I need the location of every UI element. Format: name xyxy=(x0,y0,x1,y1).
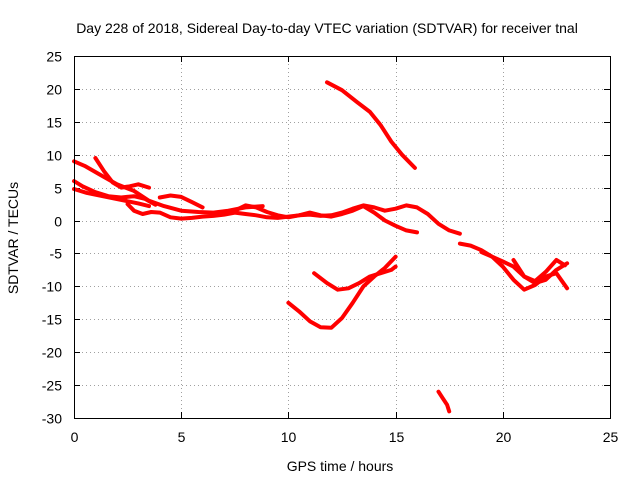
y-tick-label: -10 xyxy=(42,279,62,295)
series-track-4 xyxy=(93,156,151,190)
series-track-11 xyxy=(436,389,452,414)
data-series xyxy=(72,80,570,414)
x-tick-label: 5 xyxy=(178,429,186,445)
y-tick-label: 25 xyxy=(46,49,62,65)
series-track-3 xyxy=(72,187,151,209)
y-tick-label: -30 xyxy=(42,411,62,427)
series-track-6 xyxy=(157,193,205,210)
x-tick-label: 15 xyxy=(389,429,405,445)
series-track-10 xyxy=(312,264,398,292)
series-track-8 xyxy=(325,80,417,170)
series-track-13 xyxy=(479,250,570,292)
chart-title: Day 228 of 2018, Sidereal Day-to-day VTE… xyxy=(76,20,578,36)
x-tick-label: 25 xyxy=(603,429,619,445)
series-track-9 xyxy=(286,254,398,330)
x-tick-label: 20 xyxy=(496,429,512,445)
plot-frame xyxy=(74,56,611,419)
x-tick-label: 0 xyxy=(71,429,79,445)
y-tick-label: -20 xyxy=(42,345,62,361)
y-tick-label: 15 xyxy=(46,115,62,131)
y-tick-label: -15 xyxy=(42,312,62,328)
y-axis-label: SDTVAR / TECUs xyxy=(5,182,21,294)
series-track-7 xyxy=(232,203,419,235)
y-tick-label: -25 xyxy=(42,378,62,394)
series-track-1 xyxy=(72,159,265,215)
y-tick-label: 20 xyxy=(46,82,62,98)
y-tick-label: 5 xyxy=(54,181,62,197)
x-axis-label: GPS time / hours xyxy=(287,458,394,474)
x-tick-label: 10 xyxy=(281,429,297,445)
y-tick-label: 10 xyxy=(46,148,62,164)
y-tick-label: 0 xyxy=(54,214,62,230)
grid-lines xyxy=(74,56,610,418)
series-track-14 xyxy=(511,258,567,284)
y-tick-label: -5 xyxy=(50,246,63,262)
